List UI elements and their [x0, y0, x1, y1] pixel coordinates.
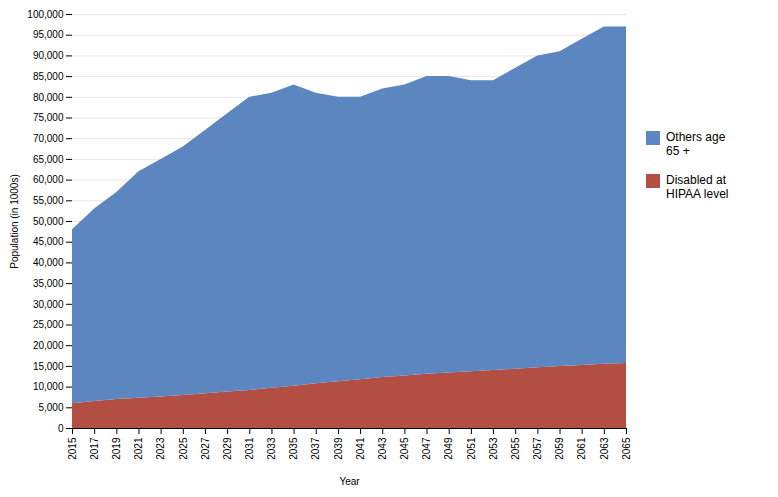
- svg-text:2035: 2035: [288, 437, 299, 460]
- svg-text:5,000: 5,000: [38, 402, 63, 413]
- svg-text:80,000: 80,000: [33, 92, 64, 103]
- svg-text:Year: Year: [339, 476, 360, 487]
- svg-text:50,000: 50,000: [33, 216, 64, 227]
- svg-text:2057: 2057: [532, 437, 543, 460]
- svg-text:2019: 2019: [111, 437, 122, 460]
- svg-text:2049: 2049: [443, 437, 454, 460]
- svg-text:2045: 2045: [399, 437, 410, 460]
- svg-text:2029: 2029: [222, 437, 233, 460]
- svg-text:20,000: 20,000: [33, 340, 64, 351]
- svg-text:2033: 2033: [266, 437, 277, 460]
- svg-text:40,000: 40,000: [33, 257, 64, 268]
- svg-text:60,000: 60,000: [33, 174, 64, 185]
- svg-text:15,000: 15,000: [33, 361, 64, 372]
- html-text:Disabled at HIPAA level: Disabled at HIPAA level: [666, 172, 729, 202]
- svg-text:45,000: 45,000: [33, 236, 64, 247]
- svg-text:100,000: 100,000: [27, 9, 64, 20]
- svg-text:2021: 2021: [133, 437, 144, 460]
- svg-text:35,000: 35,000: [33, 278, 64, 289]
- svg-text:55,000: 55,000: [33, 195, 64, 206]
- svg-text:2061: 2061: [576, 437, 587, 460]
- svg-text:65,000: 65,000: [33, 154, 64, 165]
- svg-text:2053: 2053: [488, 437, 499, 460]
- svg-text:70,000: 70,000: [33, 133, 64, 144]
- svg-text:2063: 2063: [599, 437, 610, 460]
- svg-text:2039: 2039: [333, 437, 344, 460]
- svg-text:2025: 2025: [178, 437, 189, 460]
- svg-text:25,000: 25,000: [33, 319, 64, 330]
- svg-text:2043: 2043: [377, 437, 388, 460]
- svg-text:2065: 2065: [621, 437, 632, 460]
- svg-text:2051: 2051: [466, 437, 477, 460]
- svg-text:0: 0: [58, 423, 64, 434]
- svg-text:90,000: 90,000: [33, 50, 64, 61]
- svg-text:2031: 2031: [244, 437, 255, 460]
- svg-text:85,000: 85,000: [33, 71, 64, 82]
- svg-text:2015: 2015: [67, 437, 78, 460]
- svg-text:2041: 2041: [355, 437, 366, 460]
- html-text:Others age 65 +: Others age 65 +: [666, 130, 726, 159]
- svg-text:Population (in 1000s): Population (in 1000s): [9, 174, 20, 269]
- svg-text:2047: 2047: [421, 437, 432, 460]
- svg-text:2037: 2037: [310, 437, 321, 460]
- svg-text:30,000: 30,000: [33, 299, 64, 310]
- svg-text:10,000: 10,000: [33, 381, 64, 392]
- svg-text:95,000: 95,000: [33, 29, 64, 40]
- svg-text:2017: 2017: [89, 437, 100, 460]
- svg-text:2059: 2059: [554, 437, 565, 460]
- svg-text:2027: 2027: [200, 437, 211, 460]
- svg-text:2055: 2055: [510, 437, 521, 460]
- svg-text:2023: 2023: [155, 437, 166, 460]
- svg-text:75,000: 75,000: [33, 112, 64, 123]
